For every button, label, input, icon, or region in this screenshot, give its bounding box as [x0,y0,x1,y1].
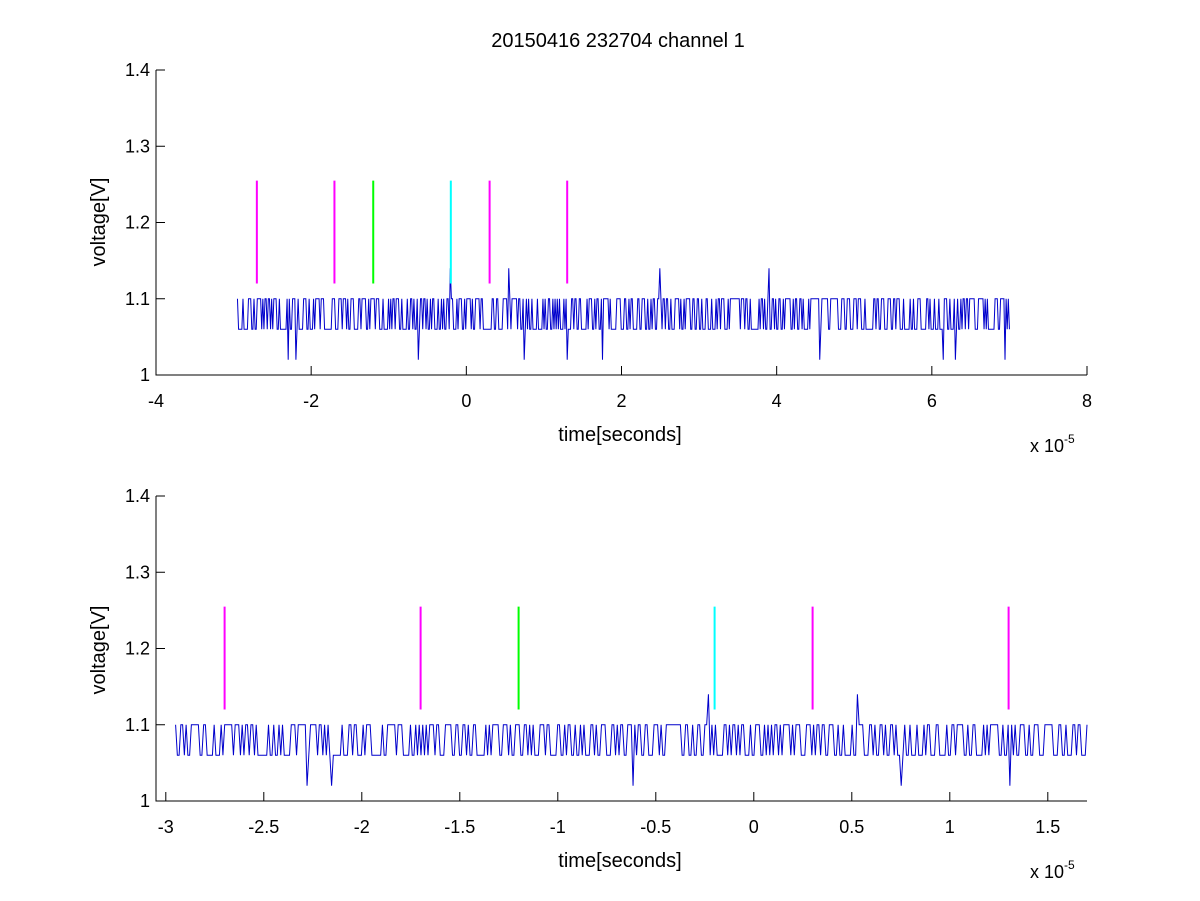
subplot-bottom-y-label: voltage[V] [88,606,110,695]
y-tick-label: 1.3 [125,562,150,582]
subplot-top-markers [255,180,569,284]
x-tick-label: 1 [945,817,955,837]
y-tick-label: 1 [140,365,150,385]
y-tick-label: 1.2 [125,213,150,233]
x-tick-label: 1.5 [1035,817,1060,837]
subplot-top-signal-trace [236,268,1010,360]
x-tick-label: -2.5 [248,817,279,837]
y-tick-label: 1.2 [125,639,150,659]
subplot-top-x-multiplier: x 10-5 [1030,432,1075,456]
subplot-top-y-label: voltage[V] [88,178,110,267]
subplot-top: 1 1.1 1.2 1.3 1.4 -4 -2 0 2 4 6 8 time[seconds] vo… [88,60,1092,456]
subplot-bottom-y-ticks: 1 1.1 1.2 1.3 1.4 [125,486,165,811]
x-tick-label: -4 [148,391,164,411]
y-tick-label: 1 [140,791,150,811]
subplot-top-x-label: time[seconds] [558,424,681,446]
y-tick-label: 1.1 [125,289,150,309]
subplot-bottom: 1 1.1 1.2 1.3 1.4 -3 -2.5 -2 -1.5 -1 -0.5 0 0.5 1 1.5… [88,486,1088,882]
x-tick-label: 0 [461,391,471,411]
subplot-bottom-x-label: time[seconds] [558,850,681,872]
y-tick-label: 1.4 [125,486,150,506]
x-tick-label: 6 [927,391,937,411]
subplot-bottom-x-ticks: -3 -2.5 -2 -1.5 -1 -0.5 0 0.5 1 1.5 [158,792,1060,837]
y-tick-label: 1.4 [125,60,150,80]
figure-title: 20150416 232704 channel 1 [491,30,745,52]
x-tick-label: 2 [616,391,626,411]
x-tick-label: -2 [303,391,319,411]
x-tick-label: -0.5 [640,817,671,837]
subplot-bottom-signal-trace [175,694,1088,786]
x-tick-label: 8 [1082,391,1092,411]
x-tick-label: -1.5 [444,817,475,837]
subplot-top-x-ticks: -4 -2 0 2 4 6 8 [148,366,1092,411]
x-tick-label: -3 [158,817,174,837]
x-tick-label: 4 [772,391,782,411]
y-tick-label: 1.3 [125,136,150,156]
subplot-bottom-axes-frame [155,496,1087,802]
y-tick-label: 1.1 [125,715,150,735]
subplot-bottom-markers [223,606,1010,710]
x-tick-label: -2 [354,817,370,837]
subplot-bottom-x-multiplier: x 10-5 [1030,858,1075,882]
x-tick-label: 0 [749,817,759,837]
x-tick-label: 0.5 [839,817,864,837]
subplot-top-y-ticks: 1 1.1 1.2 1.3 1.4 [125,60,165,385]
x-tick-label: -1 [550,817,566,837]
